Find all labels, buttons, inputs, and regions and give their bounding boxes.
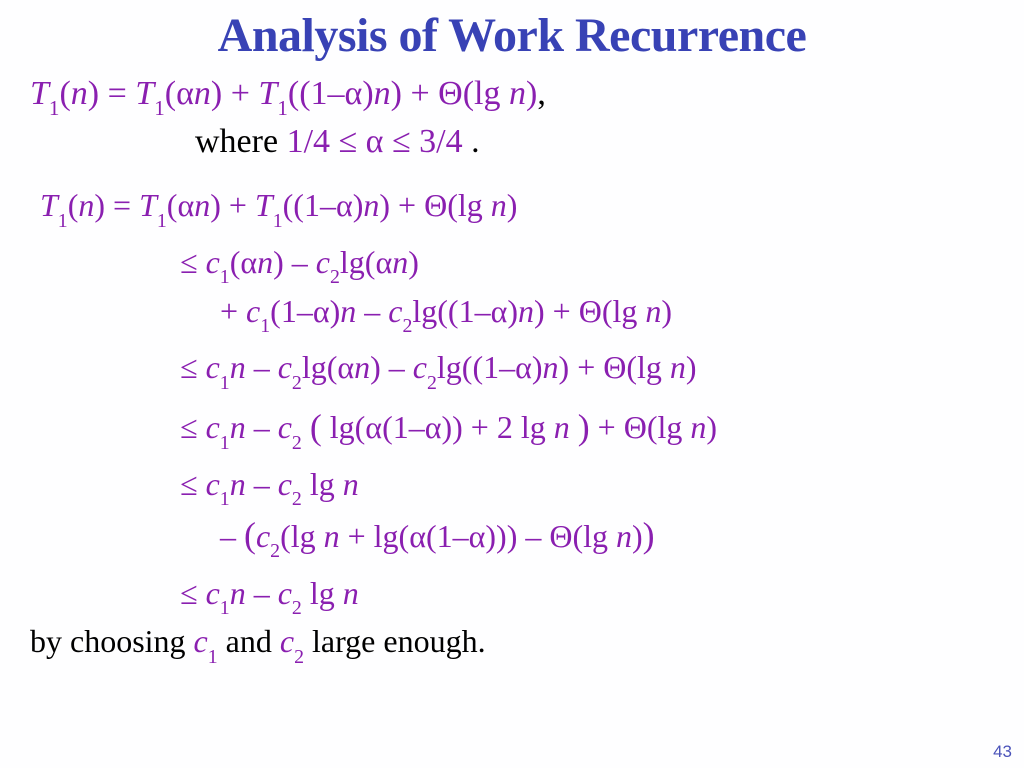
recurrence-block: T1(n) = T1(αn) + T1((1–α)n) + Θ(lg n), w… <box>30 71 994 165</box>
proof-block: T1(n) = T1(αn) + T1((1–α)n) + Θ(lg n) ≤ … <box>30 183 994 668</box>
recurrence-where: where 1/4 ≤ α ≤ 3/4 . <box>30 119 994 165</box>
proof-line-2b: + c1(1–α)n – c2lg((1–α)n) + Θ(lg n) <box>30 289 994 338</box>
proof-line-5a: ≤ c1n – c2 lg n <box>30 462 994 511</box>
recurrence-equation: T1(n) = T1(αn) + T1((1–α)n) + Θ(lg n), <box>30 71 994 119</box>
closing-line: by choosing c1 and c2 large enough. <box>30 619 994 668</box>
proof-line-5b: – (c2(lg n + lg(α(1–α))) – Θ(lg n)) <box>30 511 994 563</box>
slide: Analysis of Work Recurrence T1(n) = T1(α… <box>0 0 1024 668</box>
proof-line-2a: ≤ c1(αn) – c2lg(αn) <box>30 240 994 289</box>
slide-title: Analysis of Work Recurrence <box>30 8 994 63</box>
proof-line-4: ≤ c1n – c2 ( lg(α(1–α)) + 2 lg n ) + Θ(l… <box>30 402 994 454</box>
proof-line-1: T1(n) = T1(αn) + T1((1–α)n) + Θ(lg n) <box>30 183 994 232</box>
page-number: 43 <box>993 742 1012 762</box>
proof-line-6: ≤ c1n – c2 lg n <box>30 571 994 620</box>
proof-line-3: ≤ c1n – c2lg(αn) – c2lg((1–α)n) + Θ(lg n… <box>30 345 994 394</box>
